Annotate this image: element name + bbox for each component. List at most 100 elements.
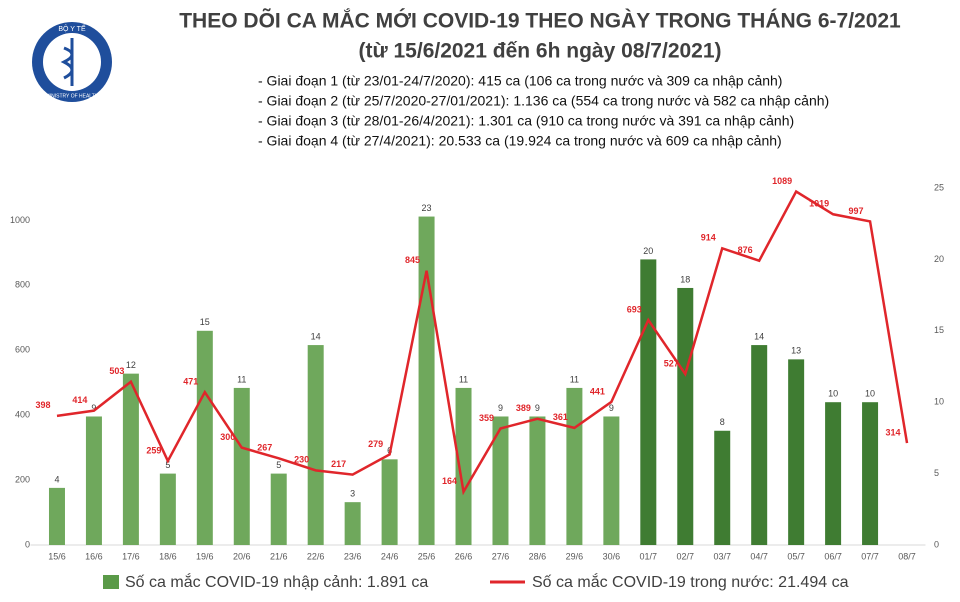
bar (640, 259, 657, 545)
line-label: 876 (738, 245, 753, 255)
x-tick-label: 01/7 (640, 551, 658, 561)
bar (307, 345, 324, 545)
x-tick-label: 21/6 (270, 551, 288, 561)
bar (825, 402, 842, 545)
note: - Giai đoạn 2 (từ 25/7/2020-27/01/2021):… (258, 93, 829, 109)
y2-tick-label: 25 (934, 182, 944, 192)
bar (233, 387, 250, 545)
bar-label: 18 (680, 274, 690, 284)
y-tick-label: 800 (15, 280, 30, 290)
x-tick-label: 06/7 (824, 551, 842, 561)
bar (48, 487, 65, 545)
bar (566, 387, 583, 545)
bar-label: 11 (459, 374, 468, 384)
chart-title: THEO DÕI CA MẮC MỚI COVID-19 THEO NGÀY T… (179, 9, 901, 33)
line (56, 189, 909, 496)
bar-label: 10 (828, 389, 838, 399)
note: - Giai đoạn 4 (từ 27/4/2021): 20.533 ca … (258, 133, 782, 149)
y2-tick-label: 5 (934, 468, 939, 478)
bar-label: 23 (422, 203, 432, 213)
bar-label: 20 (643, 246, 653, 256)
x-tick-label: 04/7 (750, 551, 768, 561)
x-tick-label: 26/6 (455, 551, 473, 561)
x-tick-label: 19/6 (196, 551, 214, 561)
line-label: 314 (886, 427, 901, 437)
bar (862, 402, 879, 545)
bar-label: 9 (498, 403, 503, 413)
x-tick-label: 22/6 (307, 551, 325, 561)
x-tick-label: 20/6 (233, 551, 251, 561)
y-tick-label: 400 (15, 410, 30, 420)
x-tick-label: 30/6 (603, 551, 621, 561)
logo-bottom: MINISTRY OF HEALTH (46, 93, 99, 99)
y2-tick-label: 20 (934, 254, 944, 264)
line-label: 914 (701, 233, 716, 243)
bar (85, 416, 102, 545)
y-tick-label: 200 (15, 474, 30, 484)
note: - Giai đoạn 3 (từ 28/01-26/4/2021): 1.30… (258, 113, 794, 129)
line-label: 997 (849, 206, 864, 216)
bar-label: 9 (91, 403, 96, 413)
logo-snake (60, 46, 74, 80)
bar (344, 502, 361, 545)
x-tick-label: 03/7 (713, 551, 731, 561)
y2-tick-label: 10 (934, 397, 944, 407)
x-tick-label: 27/6 (492, 551, 510, 561)
note: - Giai đoạn 1 (từ 23/01-24/7/2020): 415 … (258, 73, 782, 89)
bar (677, 287, 694, 545)
bar (270, 473, 287, 545)
y2-tick-label: 0 (934, 539, 939, 549)
line-label: 1089 (772, 176, 792, 186)
logo-top: BỘ Y TẾ (58, 23, 86, 33)
x-tick-label: 05/7 (787, 551, 805, 561)
x-tick-label: 17/6 (122, 551, 140, 561)
bar-label: 10 (865, 389, 875, 399)
line-label: 527 (664, 358, 679, 368)
line-label: 441 (590, 386, 605, 396)
bar-label: 5 (276, 460, 281, 470)
line-label: 503 (109, 366, 124, 376)
line-label: 361 (553, 412, 568, 422)
bar-label: 12 (126, 360, 136, 370)
line-label: 398 (35, 400, 50, 410)
bar (714, 430, 731, 545)
y-tick-label: 0 (25, 539, 30, 549)
bar-label: 9 (609, 403, 614, 413)
line-label: 217 (331, 459, 346, 469)
x-tick-label: 24/6 (381, 551, 399, 561)
bar (751, 345, 768, 545)
bar-label: 11 (570, 374, 579, 384)
x-tick-label: 08/7 (898, 551, 916, 561)
line-label: 259 (146, 445, 161, 455)
bar-label: 14 (754, 331, 764, 341)
line-label: 267 (257, 443, 272, 453)
line-label: 279 (368, 439, 383, 449)
x-tick-label: 23/6 (344, 551, 362, 561)
line-label: 230 (294, 455, 309, 465)
legend-swatch (103, 575, 119, 589)
bar-label: 14 (311, 331, 321, 341)
legend-label: Số ca mắc COVID-19 trong nước: 21.494 ca (532, 572, 849, 591)
bar (455, 387, 472, 545)
x-tick-label: 29/6 (566, 551, 584, 561)
bar (603, 416, 620, 545)
legend-label: Số ca mắc COVID-19 nhập cảnh: 1.891 ca (125, 572, 428, 591)
bar-label: 11 (237, 374, 246, 384)
line-label: 471 (183, 377, 198, 387)
x-tick-label: 28/6 (529, 551, 547, 561)
x-tick-label: 18/6 (159, 551, 177, 561)
bar-label: 13 (791, 346, 801, 356)
line-label: 389 (516, 403, 531, 413)
line-label: 359 (479, 413, 494, 423)
y2-tick-label: 15 (934, 325, 944, 335)
bar (196, 330, 213, 545)
bar-label: 9 (535, 403, 540, 413)
bar-label: 4 (54, 474, 59, 484)
bar (529, 416, 546, 545)
bar-label: 15 (200, 317, 210, 327)
line-label: 414 (72, 395, 87, 405)
chart-subtitle: (từ 15/6/2021 đến 6h ngày 08/7/2021) (358, 40, 721, 63)
x-tick-label: 07/7 (861, 551, 879, 561)
bar-label: 8 (720, 417, 725, 427)
